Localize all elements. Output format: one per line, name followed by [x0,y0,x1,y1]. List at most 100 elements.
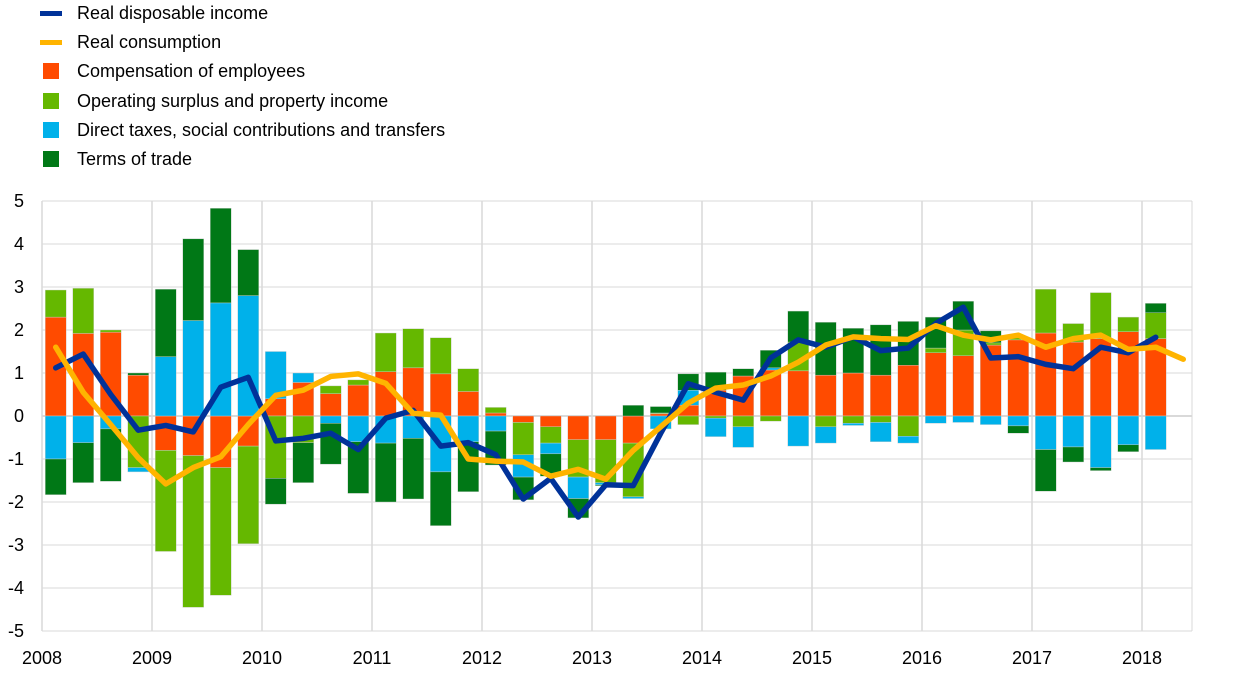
bar-terms-of-trade [1145,303,1167,313]
bar-operating [677,415,699,425]
x-tick-label: 2009 [132,648,172,668]
bar-terms-of-trade [375,442,397,503]
x-tick-label: 2012 [462,648,502,668]
bar-compensation [155,415,177,451]
bar-operating [45,289,67,318]
bar-terms-of-trade [1035,449,1057,492]
legend-swatch [43,63,59,80]
y-tick-label: -3 [8,535,24,555]
bar-taxes [540,442,562,455]
bar-operating [100,329,122,333]
legend-label: Direct taxes, social contributions and t… [77,119,446,140]
bar-taxes [897,436,919,444]
x-tick-label: 2017 [1012,648,1052,668]
x-tick-label: 2013 [572,648,612,668]
legend-swatch [43,151,59,167]
bar-compensation [925,352,947,417]
bar-taxes [925,415,947,424]
bar-terms-of-trade [72,442,94,483]
bar-operating [732,415,754,427]
bar-operating [182,455,204,608]
x-tick-label: 2010 [242,648,282,668]
bar-terms-of-trade [430,471,452,526]
legend-label: Compensation of employees [77,61,306,82]
bar-operating [375,332,397,372]
legend-label: Operating surplus and property income [77,90,389,111]
bar-operating [842,415,864,424]
bar-taxes [292,372,314,383]
bar-compensation [622,415,644,444]
bar-terms-of-trade [182,238,204,321]
bar-taxes [567,476,589,499]
bar-compensation [512,415,534,423]
bar-terms-of-trade [155,288,177,357]
bar-terms-of-trade [45,458,67,495]
bar-operating [1090,292,1112,339]
legend-label: Terms of trade [77,149,193,169]
bar-taxes [952,415,974,423]
bar-operating [1035,288,1057,334]
bar-terms-of-trade [650,406,672,414]
bar-taxes [1035,415,1057,450]
legend-label: Real consumption [77,32,222,53]
bar-taxes [732,426,754,448]
bar-terms-of-trade [265,478,287,505]
bar-operating [210,467,232,596]
bar-taxes [457,415,479,442]
x-tick-label: 2011 [353,648,392,668]
bar-compensation [567,415,589,440]
x-tick-label: 2016 [902,648,942,668]
bar-taxes [815,426,837,444]
bar-terms-of-trade [210,208,232,304]
bar-operating [540,426,562,444]
y-tick-label: -1 [8,449,24,469]
bar-terms-of-trade [1090,467,1112,471]
bar-compensation [457,391,479,417]
bar-compensation [430,373,452,417]
bar-operating [155,450,177,552]
y-tick-label: 3 [14,277,24,297]
bar-terms-of-trade [732,368,754,377]
bar-taxes [155,356,177,417]
y-tick-label: -4 [8,578,24,598]
y-tick-label: 5 [14,191,24,211]
bar-taxes [320,415,342,424]
bar-terms-of-trade [897,321,919,366]
bar-compensation [842,372,864,417]
bar-compensation [127,374,149,417]
bar-operating [1117,316,1139,332]
bar-taxes [1090,415,1112,468]
x-tick-label: 2014 [682,648,722,668]
x-tick-label: 2008 [22,648,62,668]
legend-swatch [40,40,62,46]
bar-compensation [320,393,342,417]
x-tick-label: 2015 [792,648,832,668]
bar-compensation [787,370,809,417]
bar-operating [705,415,727,419]
bar-terms-of-trade [292,442,314,483]
line-real-consumption [53,322,1186,487]
bar-taxes [622,496,644,499]
bar-compensation [897,365,919,417]
bar-operating [237,445,259,544]
bar-compensation [595,415,617,440]
bar-compensation [1007,339,1029,417]
bar-operating [815,415,837,427]
bar-operating [760,415,782,422]
y-tick-label: 4 [14,234,24,254]
bar-operating [320,385,342,394]
bar-compensation [347,384,369,417]
bar-operating [347,379,369,386]
y-tick-label: 2 [14,320,24,340]
bar-taxes [1007,415,1029,427]
bar-terms-of-trade [347,441,369,494]
bar-operating [430,337,452,375]
bar-taxes [182,320,204,417]
bar-taxes [787,415,809,447]
bar-compensation [815,374,837,417]
bar-compensation [485,412,507,417]
legend-swatch [43,92,59,109]
bar-taxes [1062,415,1084,448]
bar-operating [925,347,947,353]
